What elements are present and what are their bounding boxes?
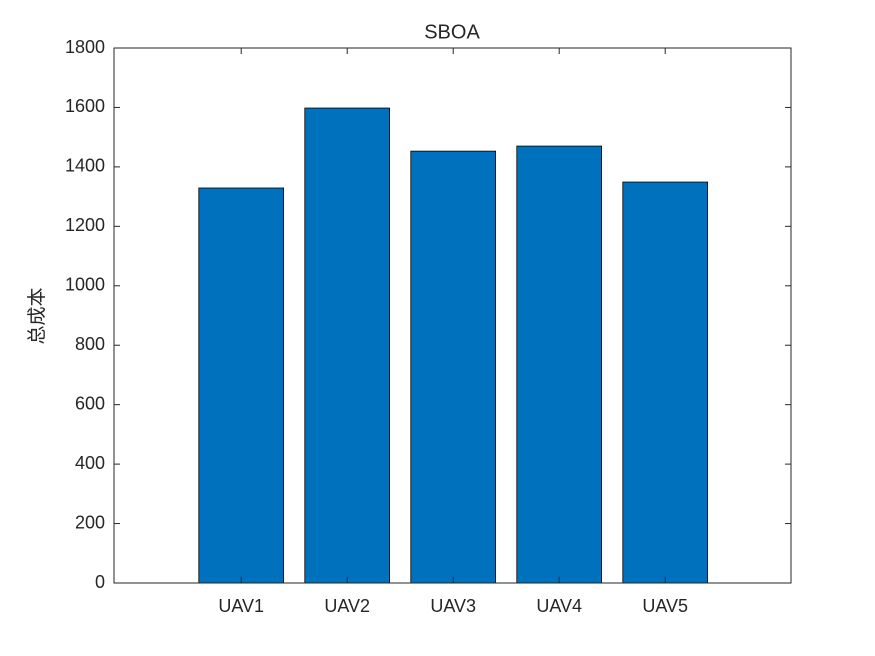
bar (198, 187, 285, 584)
bar (622, 181, 708, 584)
chart-title: SBOA (424, 21, 480, 43)
y-tick-label: 0 (95, 572, 105, 592)
x-tick-label: UAV1 (218, 596, 264, 616)
bar (304, 107, 390, 584)
y-tick-label: 1000 (65, 275, 105, 295)
x-tick-label: UAV4 (536, 596, 582, 616)
x-tick-label: UAV2 (324, 596, 370, 616)
y-tick-label: 1600 (65, 96, 105, 116)
bar (516, 145, 602, 584)
axes-box (113, 47, 792, 584)
y-tick-label: 800 (75, 334, 105, 354)
y-tick-label: 600 (75, 393, 105, 413)
x-tick-label: UAV5 (642, 596, 688, 616)
y-tick-label: 200 (75, 512, 105, 532)
y-axis-label: 总成本 (26, 287, 48, 344)
bar (410, 150, 496, 584)
y-tick-label: 1800 (65, 37, 105, 57)
y-tick-label: 1200 (65, 215, 105, 235)
x-tick-label: UAV3 (430, 596, 476, 616)
y-tick-label: 400 (75, 453, 105, 473)
y-tick-label: 1400 (65, 156, 105, 176)
